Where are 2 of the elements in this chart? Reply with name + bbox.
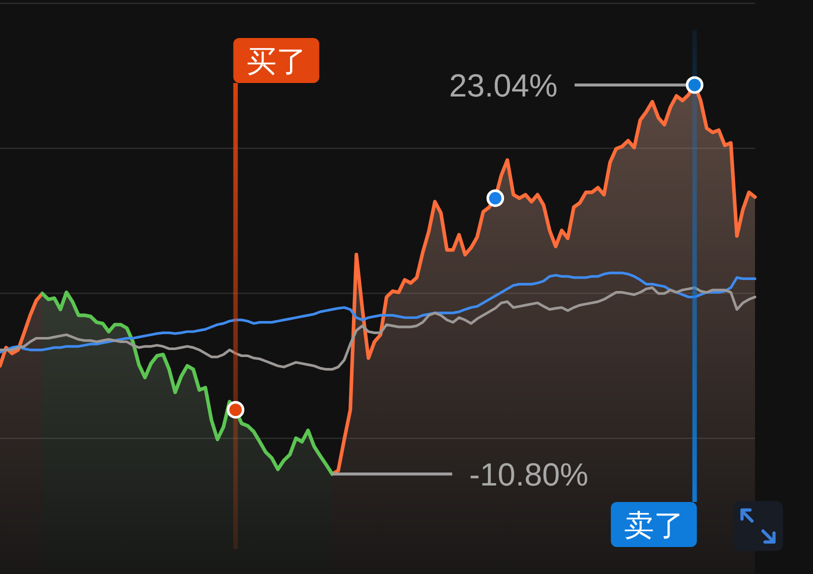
annotation: -10.80%	[469, 456, 588, 492]
annotation: 23.04%	[449, 68, 558, 104]
